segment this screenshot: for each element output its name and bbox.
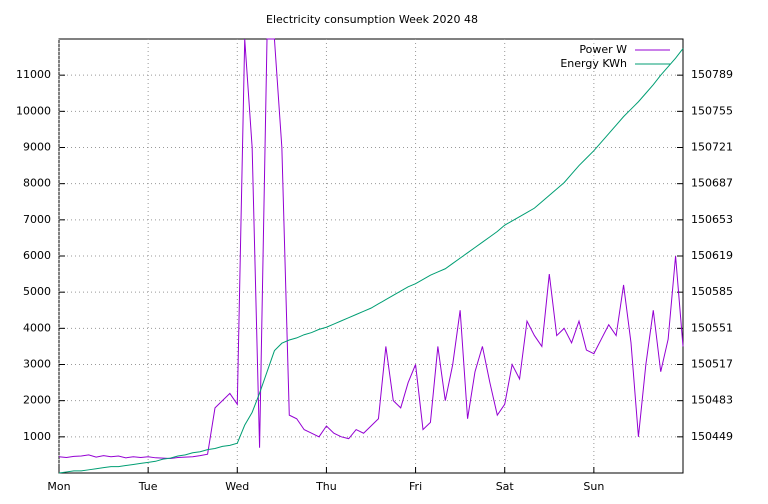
y-tick-label: 7000	[23, 213, 51, 226]
y2-tick-label: 150585	[691, 285, 733, 298]
y-tick-label: 5000	[23, 285, 51, 298]
legend-label: Power W	[579, 43, 627, 56]
y-tick-label: 8000	[23, 177, 51, 190]
y-tick-label: 1000	[23, 430, 51, 443]
y2-tick-label: 150551	[691, 321, 733, 334]
y-tick-label: 9000	[23, 141, 51, 154]
y-tick-label: 3000	[23, 358, 51, 371]
x-tick-label: Sat	[496, 480, 515, 493]
y2-tick-label: 150517	[691, 358, 733, 371]
data-line	[58, 48, 684, 474]
x-tick-label: Wed	[225, 480, 249, 493]
y-tick-label: 10000	[16, 104, 51, 117]
x-tick-label: Thu	[315, 480, 337, 493]
y2-tick-label: 150789	[691, 68, 733, 81]
data-line	[58, 38, 684, 460]
y2-tick-label: 150619	[691, 249, 733, 262]
chart-title: Electricity consumption Week 2020 48	[266, 13, 478, 26]
y2-tick-label: 150449	[691, 430, 733, 443]
y-tick-label: 2000	[23, 394, 51, 407]
x-tick-label: Tue	[138, 480, 158, 493]
y-tick-label: 6000	[23, 249, 51, 262]
legend-label: Energy KWh	[560, 57, 627, 70]
y-tick-label: 4000	[23, 321, 51, 334]
y2-tick-label: 150483	[691, 394, 733, 407]
x-tick-label: Sun	[583, 480, 604, 493]
x-tick-label: Mon	[47, 480, 70, 493]
y-tick-label: 11000	[16, 68, 51, 81]
y2-tick-label: 150687	[691, 177, 733, 190]
y2-tick-label: 150653	[691, 213, 733, 226]
y2-tick-label: 150755	[691, 104, 733, 117]
y2-tick-label: 150721	[691, 141, 733, 154]
x-tick-label: Fri	[409, 480, 422, 493]
